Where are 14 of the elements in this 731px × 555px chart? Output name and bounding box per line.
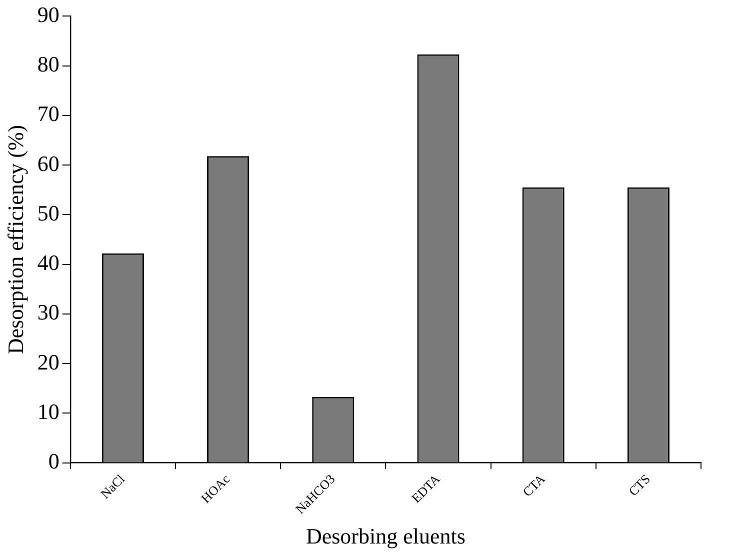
y-tick-label: 20 bbox=[37, 349, 60, 374]
y-tick-label: 0 bbox=[48, 448, 60, 474]
y-tick-label: 90 bbox=[37, 2, 60, 27]
x-axis-title: Desorbing eluents bbox=[306, 524, 466, 549]
y-axis-title: Desorption efficiency (%) bbox=[2, 124, 28, 354]
y-tick-label: 50 bbox=[37, 200, 60, 226]
x-tick-label: CTS bbox=[626, 471, 653, 499]
y-tick-label: 70 bbox=[37, 101, 60, 126]
y-tick-label: 10 bbox=[37, 399, 60, 424]
y-tick-label: 80 bbox=[37, 52, 60, 77]
y-tick-label: 60 bbox=[37, 150, 60, 176]
x-tick-label: CTA bbox=[520, 470, 548, 500]
y-tick-label: 40 bbox=[37, 250, 60, 276]
y-tick-label: 30 bbox=[37, 300, 60, 325]
